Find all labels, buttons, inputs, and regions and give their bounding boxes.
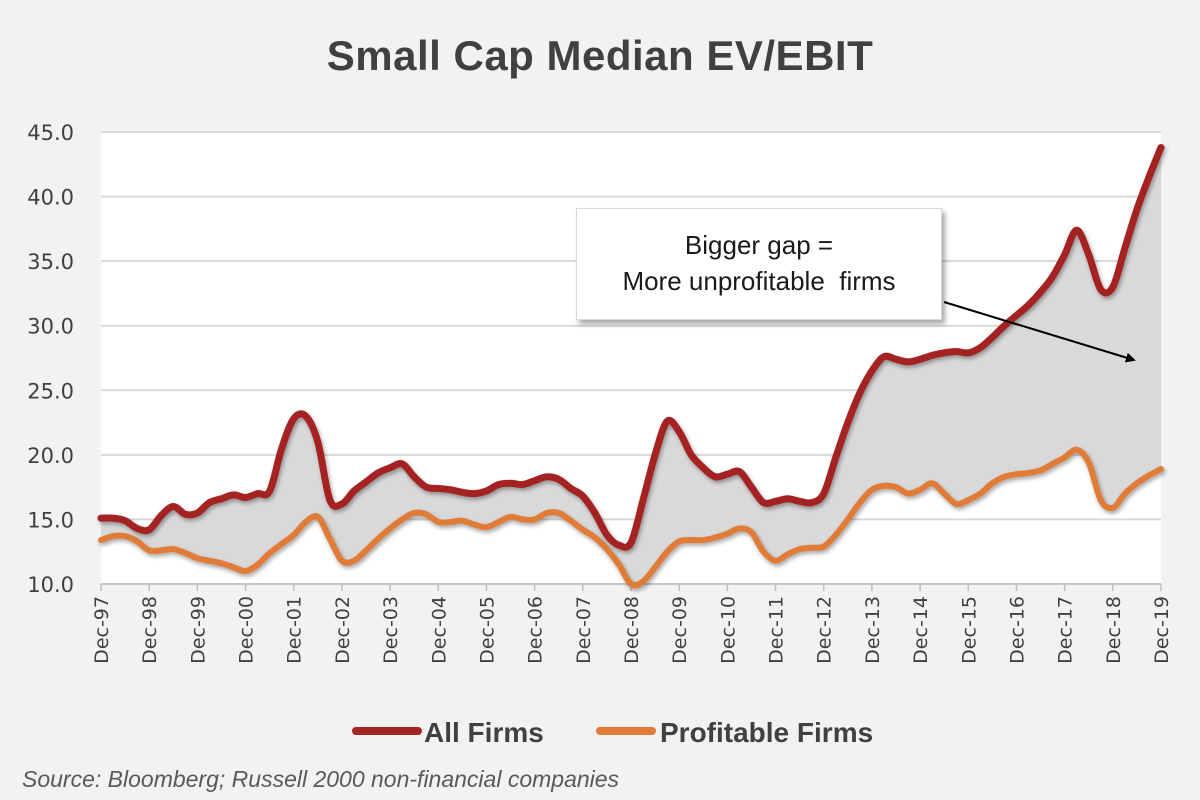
y-axis: 10.0 15.0 20.0 25.0 30.0 35.0 40.0 45.0	[27, 121, 74, 597]
y-tick-label: 45.0	[27, 121, 74, 145]
x-tick-label: Dec-15	[958, 596, 980, 664]
x-axis: Dec-97 Dec-98 Dec-99 Dec-00 Dec-01 Dec-02 Dec-…	[91, 583, 1173, 664]
x-tick-label: Dec-04	[428, 596, 450, 664]
x-tick-label: Dec-06	[525, 596, 547, 664]
x-tick-label: Dec-09	[669, 596, 691, 664]
x-tick-label: Dec-98	[139, 596, 161, 664]
x-tick-label: Dec-99	[187, 596, 209, 664]
annotation-box: Bigger gap = More unprofitable firms	[576, 208, 942, 320]
x-tick-label: Dec-07	[573, 596, 595, 664]
annotation-arrow	[943, 301, 1136, 363]
y-tick-label: 40.0	[27, 186, 74, 210]
x-tick-label: Dec-17	[1055, 596, 1077, 664]
y-tick-label: 35.0	[27, 250, 74, 274]
annotation-line-2: More unprofitable firms	[622, 266, 896, 296]
x-tick-label: Dec-00	[236, 596, 258, 664]
y-tick-label: 20.0	[27, 444, 74, 468]
x-tick-label: Dec-10	[717, 596, 739, 664]
x-tick-label: Dec-08	[621, 596, 643, 664]
legend: All Firms Profitable Firms	[352, 717, 873, 748]
series-line-profitable-firms	[98, 446, 1164, 589]
x-tick-label: Dec-18	[1103, 596, 1125, 664]
y-tick-label: 25.0	[27, 379, 74, 403]
y-tick-label: 30.0	[27, 315, 74, 339]
x-tick-label: Dec-19	[1151, 596, 1173, 664]
x-tick-label: Dec-01	[284, 596, 306, 664]
x-tick-label: Dec-03	[380, 596, 402, 664]
series-line-all-firms	[97, 143, 1165, 551]
x-tick-label: Dec-12	[814, 596, 836, 664]
y-tick-label: 15.0	[27, 508, 74, 532]
x-tick-label: Dec-13	[862, 596, 884, 664]
gap-area	[101, 147, 1161, 586]
source-note: Source: Bloomberg; Russell 2000 non-fina…	[22, 766, 620, 792]
y-tick-label: 10.0	[27, 573, 74, 597]
x-tick-label: Dec-02	[332, 596, 354, 664]
x-tick-label: Dec-11	[766, 596, 788, 664]
legend-label-profitable-firms: Profitable Firms	[660, 717, 873, 748]
x-tick-label: Dec-05	[476, 596, 498, 664]
legend-label-all-firms: All Firms	[424, 717, 544, 748]
x-tick-label: Dec-97	[91, 596, 113, 664]
chart-title: Small Cap Median EV/EBIT	[326, 32, 874, 79]
x-tick-label: Dec-14	[910, 596, 932, 664]
x-tick-label: Dec-16	[1006, 596, 1028, 664]
annotation-line-1: Bigger gap =	[684, 230, 834, 260]
